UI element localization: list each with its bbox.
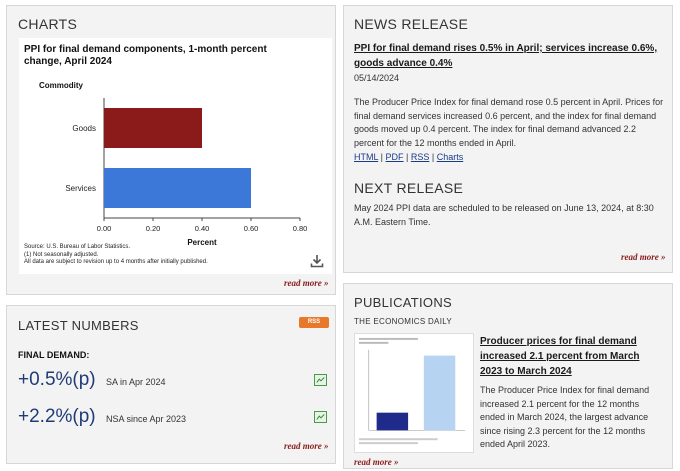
latest-numbers-title: LATEST NUMBERS xyxy=(18,318,139,333)
publication-headline-link[interactable]: Producer prices for final demand increas… xyxy=(480,336,640,377)
stat-row-sa: +0.5%(p) SA in Apr 2024 xyxy=(18,369,328,395)
economics-daily-label: THE ECONOMICS DAILY xyxy=(354,317,453,326)
x-axis-title: Percent xyxy=(187,238,217,247)
bar-services xyxy=(104,168,251,208)
latest-read-more-link[interactable]: read more » xyxy=(284,441,329,451)
publications-read-more-link[interactable]: read more » xyxy=(354,457,399,467)
news-format-links: HTML | PDF | RSS | Charts xyxy=(354,152,464,162)
publication-body: The Producer Price Index for final deman… xyxy=(480,385,650,449)
chart-title: PPI for final demand components, 1-month… xyxy=(24,44,267,67)
latest-numbers-panel: LATEST NUMBERS RSS FINAL DEMAND: +0.5%(p… xyxy=(6,305,336,464)
x-tick-label: 0.20 xyxy=(146,224,161,233)
x-tick-label: 0.60 xyxy=(244,224,259,233)
line-chart-icon[interactable] xyxy=(314,411,327,423)
stat-desc: NSA since Apr 2023 xyxy=(106,414,187,424)
download-icon[interactable] xyxy=(310,254,324,268)
article-thumbnail-chart[interactable] xyxy=(354,333,474,453)
x-tick-label: 0.40 xyxy=(195,224,210,233)
x-tick-label: 0.00 xyxy=(97,224,112,233)
chart-source-line: All data are subject to revision up to 4… xyxy=(24,259,208,265)
publications-title: PUBLICATIONS xyxy=(354,295,452,310)
line-chart-icon[interactable] xyxy=(314,374,327,386)
chart-plot: Commodity Goods Services 0.00 0.20 0.40 0.60 0.… xyxy=(39,81,308,247)
chart-source-line: (1) Not seasonally adjusted. xyxy=(24,251,99,258)
news-headline-link[interactable]: PPI for final demand rises 0.5% in April… xyxy=(354,43,658,69)
bar-goods xyxy=(104,108,202,148)
news-release-title: NEWS RELEASE xyxy=(354,16,469,32)
stat-row-nsa: +2.2%(p) NSA since Apr 2023 xyxy=(18,406,328,432)
news-body: The Producer Price Index for final deman… xyxy=(354,97,664,148)
chart-source-line: Source: U.S. Bureau of Labor Statistics. xyxy=(24,244,131,250)
category-label: Services xyxy=(65,184,96,193)
stat-value: +0.5%(p) xyxy=(18,369,96,390)
x-tick-label: 0.80 xyxy=(293,224,308,233)
pdf-link[interactable]: PDF xyxy=(385,152,404,162)
rss-link[interactable]: RSS xyxy=(410,152,430,162)
charts-panel: CHARTS PPI for final demand components, … xyxy=(6,5,336,295)
news-release-panel: NEWS RELEASE PPI for final demand rises … xyxy=(343,5,673,273)
publications-panel: PUBLICATIONS THE ECONOMICS DAILY Produce… xyxy=(343,283,673,469)
final-demand-label: FINAL DEMAND: xyxy=(18,350,90,360)
category-axis-title: Commodity xyxy=(39,81,84,90)
charts-panel-title: CHARTS xyxy=(18,16,78,32)
html-link[interactable]: HTML xyxy=(354,152,379,162)
category-label: Goods xyxy=(72,124,96,133)
ppi-components-chart[interactable]: PPI for final demand components, 1-month… xyxy=(19,38,332,274)
stat-desc: SA in Apr 2024 xyxy=(106,377,166,387)
next-release-body: May 2024 PPI data are scheduled to be re… xyxy=(354,203,654,227)
stat-value: +2.2%(p) xyxy=(18,406,96,427)
charts-link[interactable]: Charts xyxy=(436,152,464,162)
chart-source-notes: Source: U.S. Bureau of Labor Statistics.… xyxy=(24,244,208,267)
charts-read-more-link[interactable]: read more » xyxy=(284,278,329,288)
rss-button[interactable]: RSS xyxy=(299,317,329,328)
next-release-title: NEXT RELEASE xyxy=(354,180,464,196)
news-date: 05/14/2024 xyxy=(354,73,400,83)
news-read-more-link[interactable]: read more » xyxy=(621,252,666,262)
